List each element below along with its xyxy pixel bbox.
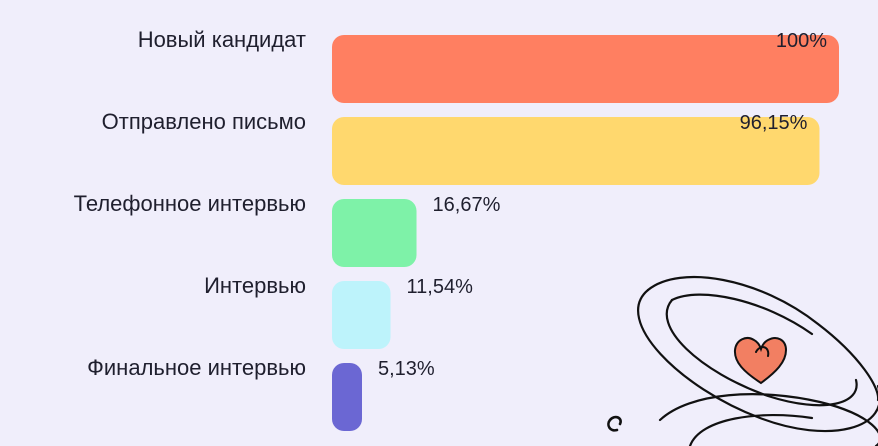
category-label: Интервью bbox=[204, 273, 306, 298]
heart-icon bbox=[733, 337, 788, 385]
bars-group bbox=[332, 35, 839, 431]
small-circle-icon bbox=[607, 415, 622, 432]
bar-1 bbox=[332, 35, 839, 103]
value-label: 96,15% bbox=[740, 112, 808, 134]
value-label: 16,67% bbox=[433, 194, 501, 216]
category-label: Новый кандидат bbox=[138, 27, 306, 52]
category-label: Телефонное интервью bbox=[74, 191, 306, 216]
bar-3 bbox=[332, 199, 417, 267]
bar-4 bbox=[332, 281, 391, 349]
category-label: Отправлено письмо bbox=[102, 109, 306, 134]
value-label: 11,54% bbox=[407, 276, 474, 298]
category-label: Финальное интервью bbox=[87, 355, 306, 380]
value-label: 100% bbox=[776, 30, 827, 52]
labels-group: Новый кандидат 100% Отправлено письмо 96,15… bbox=[74, 27, 828, 380]
bar-2 bbox=[332, 117, 820, 185]
value-label: 5,13% bbox=[378, 358, 435, 380]
bar-5 bbox=[332, 363, 362, 431]
